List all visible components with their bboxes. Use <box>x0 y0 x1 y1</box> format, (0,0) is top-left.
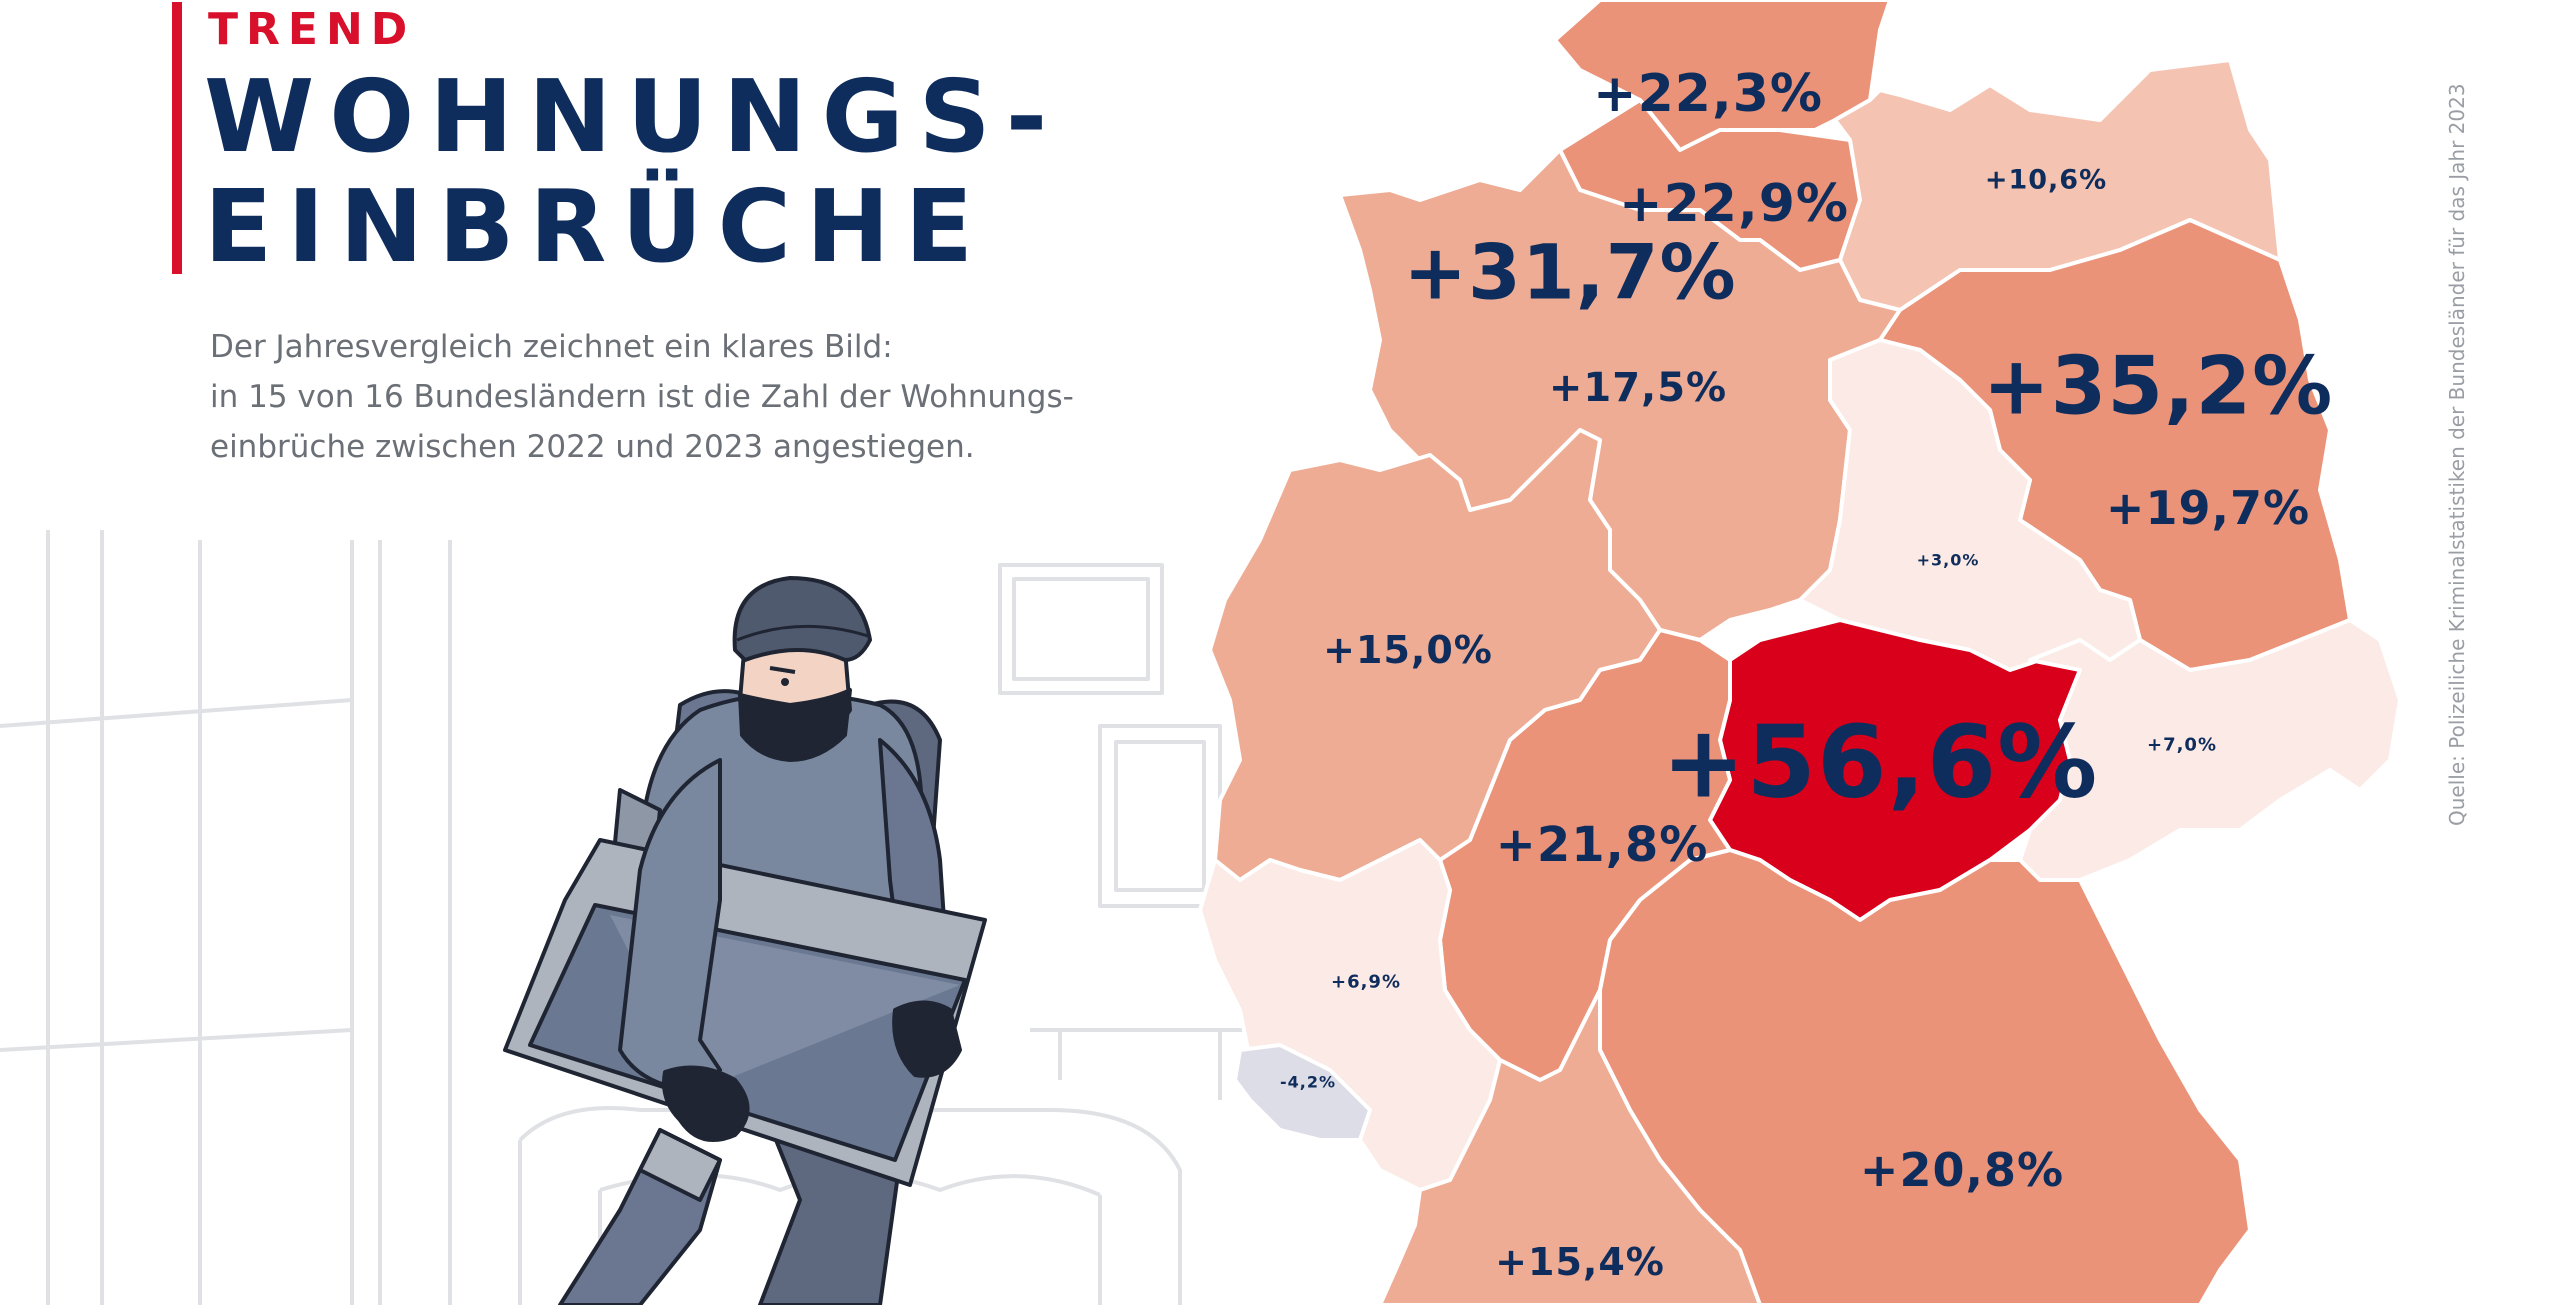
accent-bar <box>172 2 182 274</box>
label-nordrhein-westfalen: +15,0% <box>1323 628 1493 672</box>
headline-line-1: WOHNUNGS- <box>204 58 1063 175</box>
intro-line-2: in 15 von 16 Bundesländern ist die Zahl … <box>210 379 1074 415</box>
label-bayern: +20,8% <box>1859 1143 2065 1197</box>
intro-line-1: Der Jahresvergleich zeichnet ein klares … <box>210 329 893 365</box>
burglar-figure <box>503 576 987 1305</box>
region-saarland <box>1233 1043 1372 1142</box>
label-hamburg: +22,9% <box>1619 174 1849 234</box>
label-sachsen: +7,0% <box>2146 734 2218 756</box>
intro-text: Der Jahresvergleich zeichnet ein klares … <box>210 322 1074 472</box>
label-baden-wuerttemberg: +15,4% <box>1495 1240 1665 1284</box>
label-mecklenburg-vorpommern: +10,6% <box>1984 164 2108 196</box>
intro-line-3: einbrüche zwischen 2022 und 2023 angesti… <box>210 429 975 465</box>
label-schleswig-holstein: +22,3% <box>1593 64 1823 124</box>
kicker: TREND <box>208 4 416 55</box>
label-bremen: +31,7% <box>1403 227 1737 317</box>
region-sachsen <box>2018 618 2402 882</box>
headline: WOHNUNGS- EINBRÜCHE <box>204 62 1062 282</box>
label-berlin: +35,2% <box>1982 339 2334 433</box>
region-baden-wuerttemberg <box>1378 988 1762 1305</box>
label-thueringen: +56,6% <box>1661 703 2099 821</box>
label-rheinland-pfalz: +6,9% <box>1330 971 1402 993</box>
label-hessen: +21,8% <box>1495 817 1709 873</box>
label-niedersachsen: +17,5% <box>1548 365 1728 411</box>
label-sachsen-anhalt: +3,0% <box>1916 550 1980 570</box>
headline-line-2: EINBRÜCHE <box>204 168 989 285</box>
source-note: Quelle: Polizeiliche Kriminalstatistiken… <box>2445 83 2469 826</box>
label-brandenburg: +19,7% <box>2105 481 2311 535</box>
label-saarland: -4,2% <box>1279 1072 1337 1092</box>
